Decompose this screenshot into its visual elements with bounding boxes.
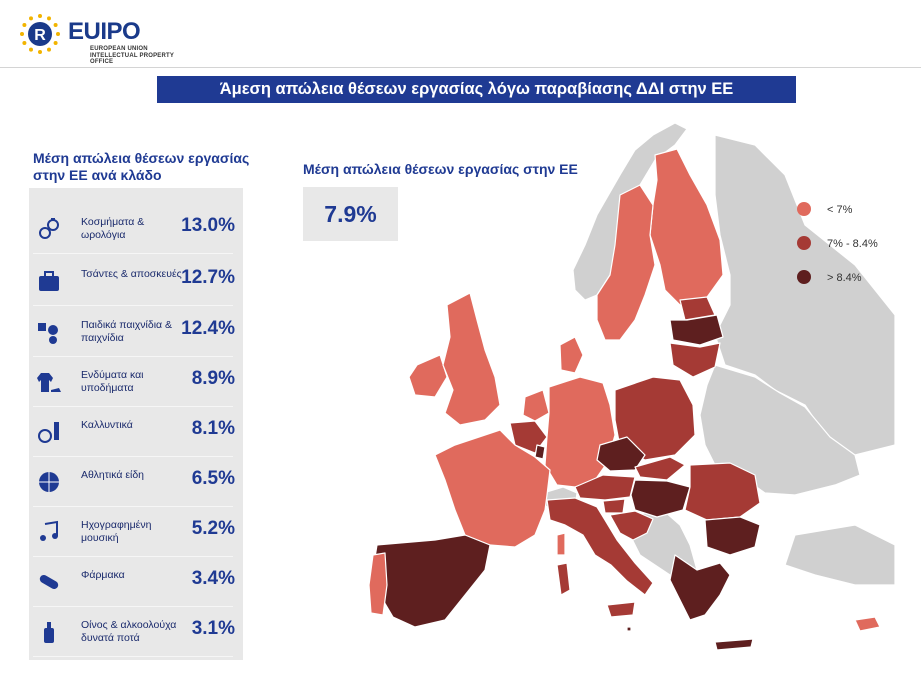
- map-cyprus: [854, 616, 881, 632]
- logo-line-1: EUROPEAN UNION: [90, 46, 148, 52]
- sector-label: Οίνος & αλκοολούχα δυνατά ποτά: [81, 619, 177, 644]
- pill-icon: [39, 575, 59, 589]
- sector-value: 13.0%: [181, 215, 235, 236]
- europe-map: [368, 122, 895, 651]
- map-ireland: [408, 354, 448, 398]
- logo-brand: EUIPO: [68, 18, 141, 45]
- euipo-logo: R EUIPO EUROPEAN UNION INTELLECTUAL PROP…: [18, 12, 198, 65]
- sector-row: Παιδικά παιχνίδια & παιχνίδια 12.4%: [33, 308, 235, 357]
- svg-text:R: R: [34, 27, 46, 44]
- map-belarus-ukraine: [699, 364, 861, 496]
- legend-swatch: [797, 270, 811, 284]
- sector-row: Τσάντες & αποσκευές 12.7%: [33, 257, 235, 306]
- map-france: [434, 429, 551, 548]
- watch-ring-icon: [39, 218, 59, 239]
- sectors-title: Μέση απώλεια θέσεων εργασίας στην ΕΕ ανά…: [33, 150, 250, 183]
- map-croatia: [609, 510, 654, 541]
- map-norway: [572, 122, 688, 301]
- map-luxembourg: [534, 444, 546, 460]
- map-germany: [544, 376, 616, 488]
- sector-row: Ηχογραφημένη μουσική 5.2%: [33, 508, 235, 557]
- sector-row: Φάρμακα 3.4%: [33, 558, 235, 607]
- map-slovakia: [634, 456, 686, 481]
- sector-label: Τσάντες & αποσκευές: [81, 268, 182, 280]
- sector-row: Ενδύματα και υποδήματα 8.9%: [33, 358, 235, 407]
- legend-label: > 8.4%: [827, 272, 862, 284]
- map-lithuania: [669, 342, 721, 378]
- eu-stars-emblem: R: [20, 14, 60, 54]
- basketball-icon: [39, 472, 59, 492]
- sector-label: Ενδύματα και υποδήματα: [81, 369, 144, 394]
- map-crete: [714, 638, 754, 651]
- map-romania: [684, 462, 761, 521]
- map-corsica: [556, 532, 566, 556]
- map-latvia: [669, 314, 724, 346]
- sector-value: 12.4%: [181, 318, 235, 339]
- map-sweden: [596, 184, 656, 341]
- map-portugal: [368, 552, 388, 616]
- sector-value: 6.5%: [191, 468, 235, 489]
- sectors-panel: [29, 188, 243, 660]
- sector-label: Ηχογραφημένη μουσική: [81, 519, 152, 544]
- logo-line-2: INTELLECTUAL PROPERTY OFFICE: [90, 53, 174, 65]
- map-greece: [669, 554, 731, 621]
- wine-bottle-icon: [44, 622, 54, 643]
- sector-value: 8.1%: [191, 418, 235, 439]
- map-turkey-area: [784, 524, 895, 586]
- sector-value: 5.2%: [191, 518, 235, 539]
- average-value: 7.9%: [303, 187, 398, 241]
- sector-row: Κοσμήματα & ωρολόγια 13.0%: [33, 205, 235, 254]
- sector-label: Αθλητικά είδη: [81, 469, 145, 481]
- sector-value: 12.7%: [181, 267, 235, 288]
- sector-row: Αθλητικά είδη 6.5%: [33, 458, 235, 507]
- map-uk: [442, 292, 501, 426]
- map-sardinia: [556, 562, 571, 596]
- map-italy: [546, 497, 654, 596]
- map-spain: [372, 534, 491, 628]
- sector-row: Οίνος & αλκοολούχα δυνατά ποτά 3.1%: [33, 608, 235, 657]
- sector-value: 3.4%: [191, 568, 235, 589]
- map-czechia: [596, 436, 646, 472]
- clothing-shoe-icon: [37, 373, 61, 392]
- sector-label: Παιδικά παιχνίδια & παιχνίδια: [81, 319, 173, 344]
- map-malta: [626, 626, 632, 632]
- average-label: Μέση απώλεια θέσεων εργασίας στην ΕΕ: [303, 161, 578, 177]
- map-sicily: [606, 601, 636, 618]
- sector-label: Καλλυντικά: [81, 419, 133, 431]
- map-denmark: [559, 336, 584, 374]
- map-slovenia: [602, 498, 626, 514]
- legend-swatch: [797, 202, 811, 216]
- sector-label: Κοσμήματα & ωρολόγια: [81, 216, 145, 241]
- sector-label: Φάρμακα: [81, 569, 125, 581]
- map-poland: [614, 376, 696, 461]
- page-title: Άμεση απώλεια θέσεων εργασίας λόγω παραβ…: [157, 76, 796, 103]
- map-austria: [574, 474, 636, 501]
- legend-label: < 7%: [827, 204, 853, 216]
- header-divider: [0, 67, 921, 68]
- legend-label: 7% - 8.4%: [827, 238, 878, 250]
- legend-swatch: [797, 236, 811, 250]
- map-russia: [714, 134, 895, 456]
- map-hungary: [630, 479, 691, 518]
- music-note-icon: [40, 520, 58, 541]
- sector-row: Καλλυντικά 8.1%: [33, 408, 235, 457]
- toys-icon: [38, 323, 58, 344]
- sector-value: 8.9%: [191, 368, 235, 389]
- suitcase-icon: [39, 271, 59, 291]
- map-finland: [649, 148, 724, 306]
- map-bulgaria: [704, 516, 761, 556]
- perfume-icon: [38, 422, 59, 443]
- sector-value: 3.1%: [191, 618, 235, 639]
- map-netherlands: [522, 389, 550, 422]
